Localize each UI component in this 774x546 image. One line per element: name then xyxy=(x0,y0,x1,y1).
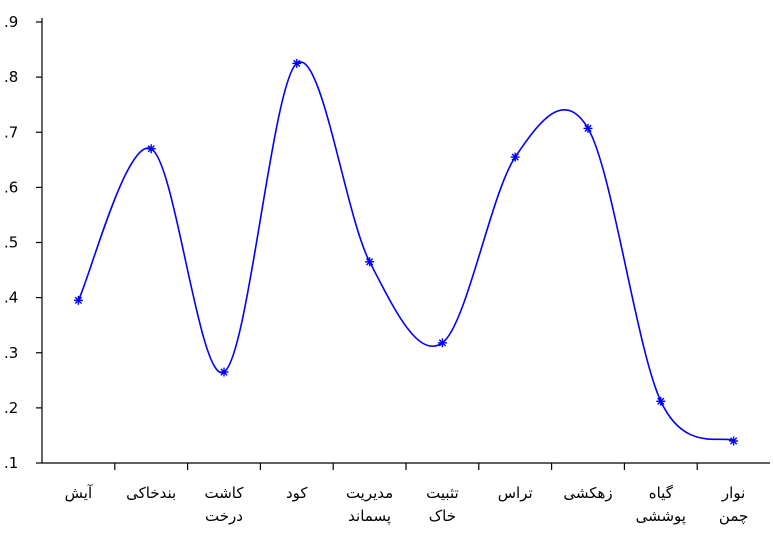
x-category-label: چمن xyxy=(719,507,748,525)
x-category-label: آیش xyxy=(65,484,93,502)
data-point-marker xyxy=(437,338,447,348)
x-category-label: کاشت xyxy=(204,484,244,502)
x-category-label: زهکشی xyxy=(563,484,612,502)
x-category-label: پوششی xyxy=(636,507,686,526)
x-category-label: خاک xyxy=(429,507,456,525)
y-tick-label: .5 xyxy=(4,234,18,252)
x-category-label: پسماند xyxy=(348,507,391,526)
data-point-marker xyxy=(219,367,229,377)
x-category-label: درخت xyxy=(205,507,243,525)
x-category-label: تثبیت xyxy=(426,484,458,502)
data-markers xyxy=(73,58,739,446)
y-tick-label: .6 xyxy=(4,178,18,196)
y-tick-label: .9 xyxy=(4,13,18,31)
data-point-marker xyxy=(365,257,375,267)
data-point-marker xyxy=(146,144,156,154)
x-category-label: تراس xyxy=(498,484,533,502)
y-tick-label: .8 xyxy=(4,68,18,86)
data-point-marker xyxy=(292,58,302,68)
data-point-marker xyxy=(729,436,739,446)
series-line xyxy=(77,61,734,442)
data-point-marker xyxy=(73,295,83,305)
axes xyxy=(41,18,770,464)
y-tick-label: .4 xyxy=(4,289,18,307)
x-axis-ticks: آیش بندخاکی کاشت درخت کود مدیریت پسماند تثبیت خا… xyxy=(65,463,748,526)
y-tick-label: .2 xyxy=(4,399,18,417)
y-axis-ticks: .1 .2 .3 .4 .5 .6 .7 .8 .9 xyxy=(4,13,42,472)
y-tick-label: .1 xyxy=(4,454,18,472)
data-point-marker xyxy=(510,152,520,162)
x-category-label: نوار xyxy=(721,484,745,502)
data-point-marker xyxy=(583,123,593,133)
data-point-marker xyxy=(656,396,666,406)
y-tick-label: .3 xyxy=(4,344,18,362)
x-category-label: کود xyxy=(286,484,308,502)
y-tick-label: .7 xyxy=(4,123,18,141)
x-category-label: گیاه xyxy=(649,484,674,502)
x-category-label: بندخاکی xyxy=(126,484,176,502)
x-category-label: مدیریت xyxy=(346,484,393,502)
